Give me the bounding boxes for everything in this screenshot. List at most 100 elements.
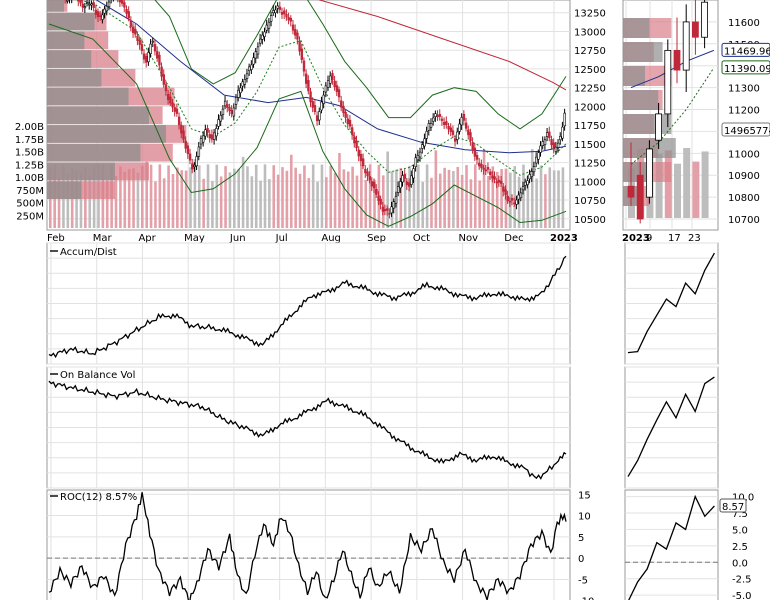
candle-body [412,168,415,179]
month-tick-label: Dec [504,233,523,244]
candle-body [344,111,347,118]
roc-value-tag-label: 8.57 [722,502,744,513]
candle-body [263,31,266,37]
candle-body [432,117,435,122]
candle-body [445,121,448,126]
accum-dist-label: Accum/Dist [60,247,117,258]
candle-body [467,129,470,136]
volume-bar [123,171,127,228]
month-tick-label: Mar [93,233,113,244]
zoom-candle-body [692,21,699,38]
main-roc-panel: ROC(12) 8.57% 15 10 5 0 -5 -10 [46,489,594,600]
volume-bar [250,176,254,228]
roc-tick-label: 15 [578,490,591,501]
candle-body [526,180,529,185]
candle-body [239,87,242,94]
sma-long-line [317,0,567,91]
volume-tick-label: 1.25B [15,160,44,171]
value-tag-label: 14965774 [724,126,770,137]
candle-body [90,3,93,6]
price-tick-label: 10750 [574,196,606,207]
zoom-accum-dist-panel [624,242,719,365]
candle-body [521,186,525,191]
volume-bar [294,167,297,228]
candle-body [250,64,253,70]
zoom-roc-tick-label: -2.5 [732,575,752,586]
candle-body [366,171,369,177]
candle-body [541,141,545,146]
candle-body [440,118,444,121]
candle-body [484,169,488,172]
volume-bar [412,177,416,228]
candle-body [237,90,240,98]
volume-bar [561,167,565,228]
candle-body [550,139,553,146]
candle-body [449,127,452,132]
bollinger-lower-line [48,23,567,227]
candle-body [545,132,549,137]
volume-bar [360,164,363,228]
candle-body [182,130,185,140]
candle-body [94,9,98,15]
candle-body [539,145,542,153]
candle-body [333,80,336,88]
candle-body [486,167,490,170]
candle-body [145,55,148,63]
candle-body [120,0,124,4]
candle-body [77,0,80,2]
candle-body [537,152,540,160]
volume-bar [399,168,403,228]
candle-body [335,85,339,93]
candle-body [504,189,507,196]
zoom-roc-line [628,494,715,600]
zoom-candle-body [636,174,644,220]
candle-body [162,74,166,85]
zoom-date-tick-label: 2023 [622,233,650,244]
candle-body [561,126,564,139]
volume-bar [390,171,394,228]
candle-body [556,142,560,148]
zoom-volume-bar [701,151,709,218]
obv-line [48,380,567,480]
candle-body [298,40,301,52]
volume-bar [184,170,188,228]
value-tag-label: 11390.09 [724,64,770,75]
volume-bar [338,152,341,228]
zoom-date-tick-label: 17 [668,233,681,244]
volume-bar [289,154,293,228]
candle-body [210,134,214,140]
candle-body [158,54,161,66]
zoom-volume-bar [692,161,700,218]
candle-body [259,38,262,44]
candle-body [289,17,293,22]
candle-body [451,130,455,135]
volume-bar [303,165,306,228]
volume-bar [167,165,170,228]
candle-body [401,175,404,183]
candle-body [453,138,457,142]
candle-body [524,181,527,186]
zoom-candle-body [646,148,653,198]
candle-body [272,10,275,14]
zoom-vbp-bar-gray [623,18,650,38]
price-tick-label: 13250 [574,9,606,20]
volume-bar [228,172,232,228]
volume-bar [325,177,328,228]
volume-bar [364,180,368,228]
volume-bar [219,176,223,228]
volume-by-price-bar-gray [47,106,149,125]
candle-body [375,188,378,195]
zoom-sma-short-line [630,49,714,89]
candle-body [175,108,179,114]
volume-bar [189,167,192,228]
volume-bar [105,180,109,228]
volume-bar [346,171,350,228]
candle-body [274,9,277,14]
candle-body [226,104,229,108]
zoom-bollinger-mid-line [630,67,715,165]
volume-bar [298,173,302,228]
candle-body [127,11,130,19]
candle-body [254,51,258,59]
candle-body [425,130,428,139]
zoom-vbp-bar-gray [623,66,645,86]
